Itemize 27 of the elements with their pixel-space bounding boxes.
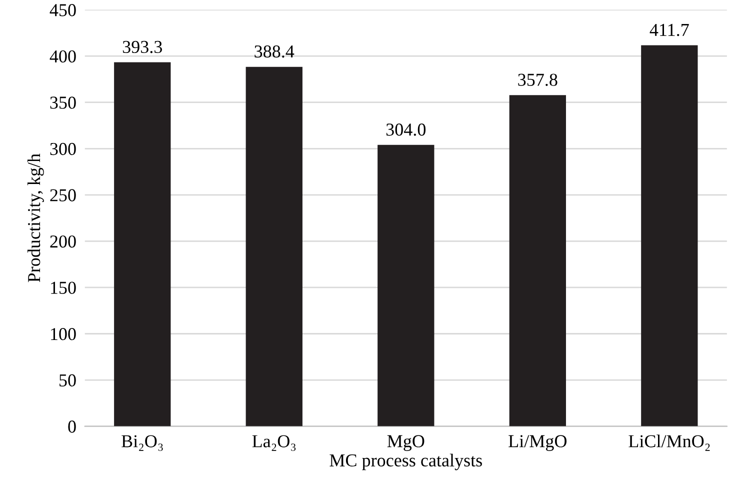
y-tick-label: 450 [50, 4, 76, 16]
bar [509, 95, 566, 426]
y-tick-label: 350 [50, 96, 76, 109]
y-tick-label: 300 [50, 142, 76, 156]
y-tick-label: 50 [60, 374, 76, 386]
y-tick-label: 200 [50, 235, 76, 248]
x-tick-label: Bi₂O₃ [122, 435, 163, 451]
y-tick-label: 250 [50, 189, 76, 202]
data-label: 411.7 [650, 24, 689, 36]
y-tick-label: 0 [68, 420, 76, 433]
bar [246, 66, 302, 426]
data-label: 388.4 [254, 45, 294, 58]
x-tick-label: Li/MgO [508, 435, 567, 452]
bar [114, 62, 171, 426]
y-tick-label: 150 [51, 282, 76, 294]
y-tick-label: 100 [51, 328, 76, 340]
bar [378, 144, 434, 426]
data-label: 357.8 [518, 74, 558, 86]
x-tick-label: MgO [387, 435, 424, 452]
y-tick-label: 400 [50, 50, 76, 63]
bar [641, 45, 698, 426]
y-axis-title: Productivity, kg/h [27, 154, 44, 282]
x-tick-label: LiCl/MnO₂ [628, 434, 710, 451]
x-tick-label: La₂O₃ [252, 435, 296, 451]
x-axis-title: MC process catalysts [330, 454, 482, 470]
data-label: 393.3 [122, 40, 162, 54]
data-label: 304.0 [386, 124, 426, 136]
